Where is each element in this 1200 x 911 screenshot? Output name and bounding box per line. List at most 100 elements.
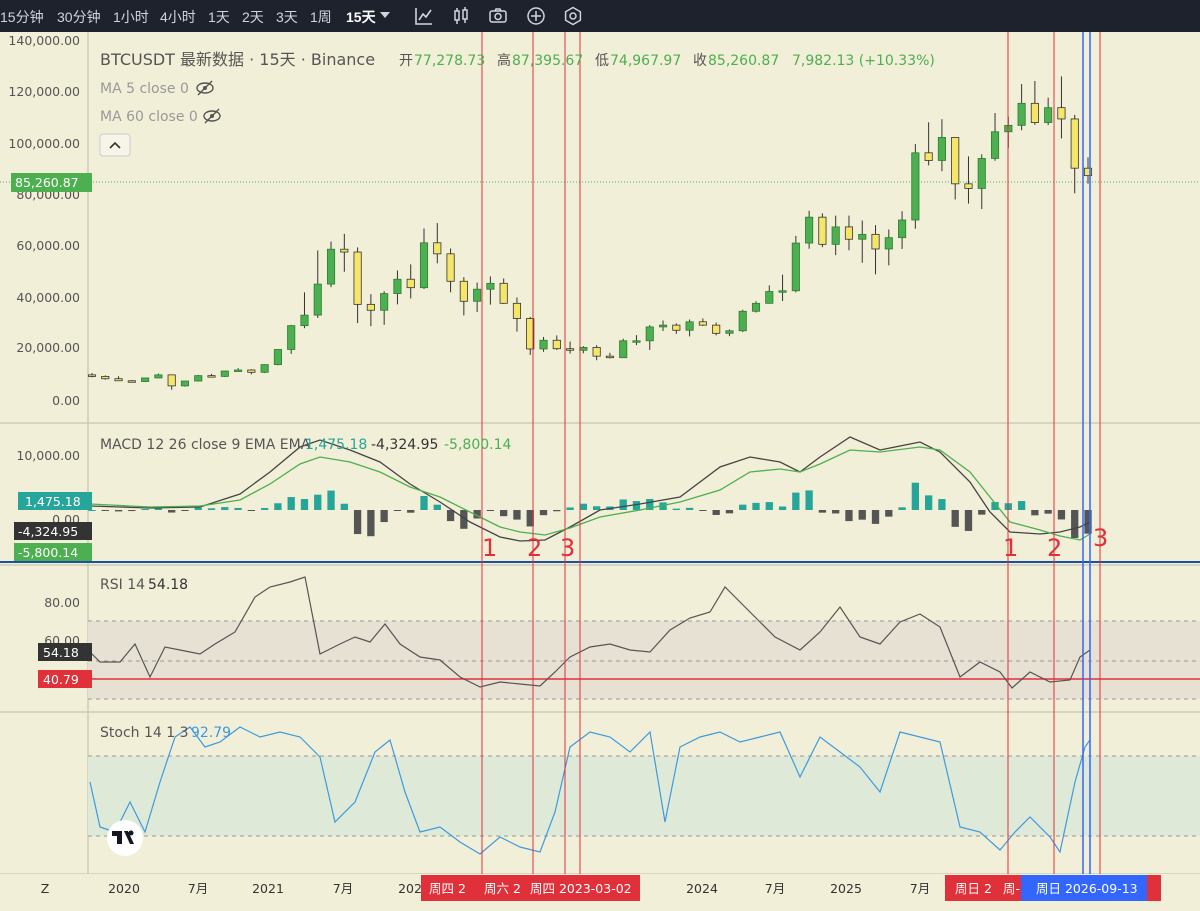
- current-price-label: 85,260.87: [15, 175, 79, 190]
- time-tick: 2021: [252, 881, 284, 896]
- macd-hist-bar: [446, 510, 455, 522]
- macd-legend: MACD 12 26 close 9 EMA EMA: [100, 437, 311, 453]
- camera-icon[interactable]: [488, 6, 508, 26]
- macd-hist-bar: [327, 490, 335, 510]
- candle-body: [194, 375, 203, 382]
- candle-body: [884, 237, 893, 250]
- interval-2d[interactable]: 2天: [242, 9, 264, 25]
- candle-body: [220, 370, 229, 377]
- macd-hist-bar: [141, 508, 149, 510]
- macd-hist-bar: [898, 507, 906, 510]
- price-tick: 0.00: [52, 393, 80, 408]
- macd-hist-bar: [181, 510, 189, 511]
- eye-slash-icon[interactable]: [203, 108, 221, 124]
- candle-body: [366, 303, 375, 311]
- stoch-value: 92.79: [191, 725, 231, 741]
- candle-body: [765, 291, 774, 304]
- macd-hist-bar: [778, 506, 787, 510]
- candle-body: [141, 377, 150, 382]
- macd-value-badge-text: -4,324.95: [18, 524, 78, 539]
- high-label: 高: [497, 52, 511, 69]
- macd-hist-bar: [300, 499, 309, 510]
- signal-value-badge: [14, 543, 92, 561]
- indicators-icon[interactable]: [414, 6, 434, 26]
- macd-hist-bar: [314, 494, 322, 510]
- candle-body: [154, 374, 163, 379]
- interval-15d[interactable]: 15天: [346, 9, 376, 25]
- macd-hist-bar: [739, 504, 747, 510]
- time-tick: 7月: [765, 881, 785, 896]
- macd-hist-bar: [393, 510, 402, 511]
- add-icon[interactable]: [526, 6, 546, 26]
- rsi-level-badge: [38, 670, 92, 688]
- candle-body: [738, 310, 747, 332]
- macd-hist-badge: [18, 492, 92, 510]
- price-tick: 120,000.00: [8, 84, 80, 99]
- eye-slash-icon[interactable]: [196, 80, 214, 96]
- candle-body: [406, 278, 415, 289]
- price-tick: 40,000.00: [16, 290, 80, 305]
- candle-body: [951, 137, 960, 185]
- macd-hist-bar: [805, 490, 813, 510]
- marker-number: 3: [1093, 524, 1108, 552]
- candle-body: [459, 280, 468, 302]
- highlight-label: 周四 2: [429, 881, 466, 896]
- highlight-label: 周六 2: [484, 881, 521, 896]
- candle-body: [712, 324, 721, 334]
- macd-hist-bar: [712, 510, 720, 515]
- candle-body: [433, 242, 442, 255]
- time-tick: 7月: [188, 881, 208, 896]
- candle-body: [499, 282, 508, 304]
- current-price-badge: [11, 173, 92, 192]
- macd-hist-bar: [260, 508, 269, 510]
- candle-body: [1017, 102, 1026, 126]
- interval-1h[interactable]: 1小时: [113, 9, 149, 25]
- macd-hist-bar: [885, 510, 893, 517]
- candle-body: [592, 347, 601, 357]
- interval-1d[interactable]: 1天: [208, 9, 230, 25]
- macd-hist-bar: [818, 510, 827, 513]
- candle-body: [898, 219, 907, 239]
- marker-number: 1: [1003, 534, 1018, 562]
- macd-hist-bar: [221, 507, 229, 510]
- chevron-up-icon[interactable]: [99, 133, 131, 157]
- interval-15m[interactable]: 15分钟: [0, 9, 44, 25]
- signal-value-badge-text: -5,800.14: [18, 545, 78, 560]
- interval-3d[interactable]: 3天: [276, 9, 298, 25]
- macd-hist-bar: [619, 499, 627, 510]
- candle-body: [605, 355, 614, 359]
- macd-hist-bar: [1071, 510, 1079, 538]
- chevron-down-icon[interactable]: [380, 12, 390, 20]
- macd-hist-bar: [1017, 501, 1026, 510]
- candle-body: [818, 216, 827, 245]
- vertical-markers: [481, 32, 1101, 874]
- settings-icon[interactable]: [563, 6, 583, 26]
- macd-hist-bar: [792, 492, 800, 510]
- ma60-label: MA 60 close 0: [100, 109, 198, 125]
- candle-body: [645, 326, 654, 342]
- interval-4h[interactable]: 4小时: [160, 9, 196, 25]
- candle-body: [101, 376, 110, 380]
- candle-body: [751, 302, 761, 312]
- candle-body: [473, 288, 482, 302]
- candle-body: [247, 369, 256, 373]
- candle-body: [805, 216, 814, 244]
- macd-tick: 10,000.00: [16, 448, 80, 463]
- candle-body: [791, 242, 800, 292]
- candle-body: [380, 293, 389, 311]
- candle-body: [725, 330, 734, 334]
- candle-body: [1030, 102, 1039, 123]
- macd-hist-bar: [951, 510, 959, 527]
- low-value: 74,967.97: [610, 53, 681, 69]
- candle-style-icon[interactable]: [451, 6, 471, 26]
- candle-body: [260, 364, 269, 373]
- interval-1w[interactable]: 1周: [310, 9, 332, 25]
- macd-hist-bar: [685, 507, 694, 510]
- chart-area[interactable]: 140,000.00 120,000.00 100,000.00 80,000.…: [0, 32, 1200, 911]
- candle-body: [446, 253, 455, 282]
- interval-30m[interactable]: 30分钟: [57, 9, 101, 25]
- high-value: 87,395.67: [512, 53, 583, 69]
- macd-hist-bar: [274, 503, 282, 510]
- rsi-value-badge: [38, 643, 92, 661]
- candle-body: [844, 226, 854, 240]
